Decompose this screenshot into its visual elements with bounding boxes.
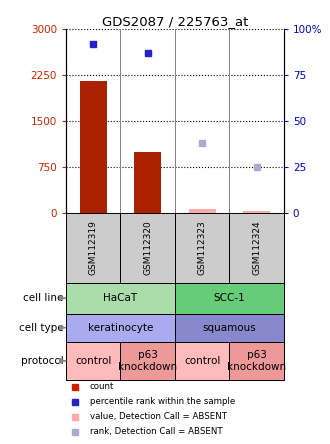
- Bar: [175, 283, 284, 314]
- Title: GDS2087 / 225763_at: GDS2087 / 225763_at: [102, 15, 248, 28]
- Text: cell line: cell line: [23, 293, 63, 303]
- Bar: [229, 213, 284, 283]
- Bar: [120, 213, 175, 283]
- Text: HaCaT: HaCaT: [103, 293, 138, 303]
- Text: keratinocyte: keratinocyte: [88, 323, 153, 333]
- Bar: [66, 283, 175, 314]
- Text: SCC-1: SCC-1: [214, 293, 245, 303]
- Bar: [175, 213, 229, 283]
- Text: control: control: [184, 356, 220, 366]
- Text: value, Detection Call = ABSENT: value, Detection Call = ABSENT: [90, 412, 227, 421]
- Bar: [243, 211, 270, 213]
- Text: rank, Detection Call = ABSENT: rank, Detection Call = ABSENT: [90, 427, 222, 436]
- Text: GSM112323: GSM112323: [198, 220, 207, 275]
- Bar: [80, 81, 107, 213]
- Text: p63
knockdown: p63 knockdown: [227, 350, 286, 372]
- Bar: [66, 342, 120, 380]
- Bar: [66, 213, 120, 283]
- Text: squamous: squamous: [203, 323, 256, 333]
- Text: control: control: [75, 356, 112, 366]
- Text: GSM112319: GSM112319: [89, 220, 98, 275]
- Bar: [120, 342, 175, 380]
- Text: GSM112320: GSM112320: [143, 220, 152, 275]
- Text: percentile rank within the sample: percentile rank within the sample: [90, 397, 235, 406]
- Text: p63
knockdown: p63 knockdown: [118, 350, 177, 372]
- Bar: [229, 342, 284, 380]
- Text: cell type: cell type: [19, 323, 63, 333]
- Text: GSM112324: GSM112324: [252, 221, 261, 275]
- Bar: [175, 342, 229, 380]
- Text: count: count: [90, 382, 114, 391]
- Bar: [188, 209, 216, 213]
- Bar: [66, 314, 175, 342]
- Bar: [175, 314, 284, 342]
- Bar: [134, 151, 161, 213]
- Text: protocol: protocol: [20, 356, 63, 366]
